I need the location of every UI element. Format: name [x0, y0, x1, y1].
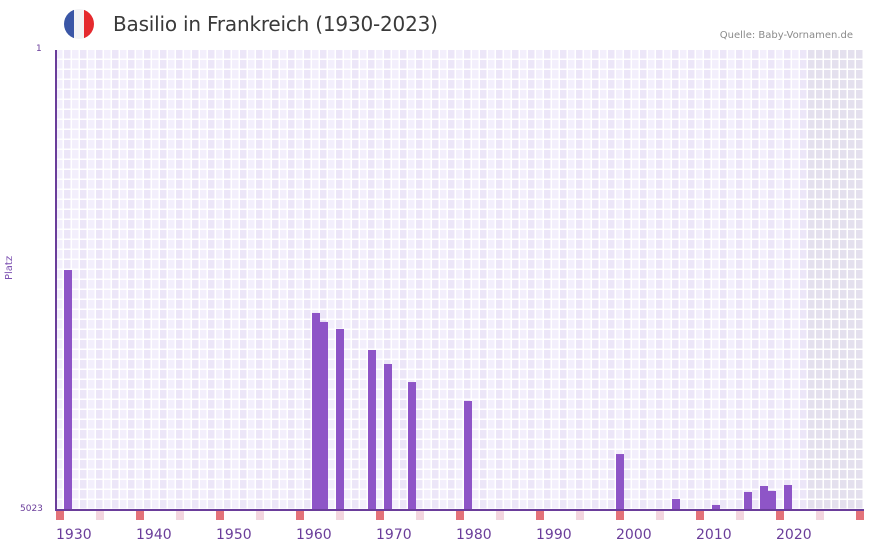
year-marker-2030 [856, 511, 864, 520]
bar-2016 [744, 491, 752, 510]
year-marker-1955 [256, 511, 264, 520]
plot-area [56, 50, 863, 510]
x-axis-labels: 1930 1940 1950 1960 1970 1980 1990 2000 2010 2020 [56, 527, 864, 547]
bar-1981 [464, 400, 472, 510]
x-tick-label: 1970 [376, 527, 412, 543]
year-marker-1975 [416, 511, 424, 520]
x-tick-label: 1930 [56, 527, 92, 543]
year-marker-1950 [216, 511, 224, 520]
year-marker-2005 [656, 511, 664, 520]
x-tick-label: 2000 [616, 527, 652, 543]
bar-2000 [616, 454, 624, 510]
year-marker-2000 [616, 511, 624, 520]
bar-2018 [760, 486, 768, 510]
x-tick-label: 1960 [296, 527, 332, 543]
bar-1963 [320, 321, 328, 510]
year-marker-1935 [96, 511, 104, 520]
year-marker-1980 [456, 511, 464, 520]
bar-2007 [672, 499, 680, 510]
year-marker-1960 [296, 511, 304, 520]
flag-blue [64, 9, 74, 39]
flag-red [84, 9, 94, 39]
x-tick-label: 1950 [216, 527, 252, 543]
x-tick-label: 1980 [456, 527, 492, 543]
source-credit: Quelle: Baby-Vornamen.de [719, 30, 853, 41]
year-marker-1995 [576, 511, 584, 520]
year-marker-1930 [56, 511, 64, 520]
decade-markers [56, 511, 864, 520]
y-tick-top: 1 [36, 44, 42, 54]
x-tick-label: 2010 [696, 527, 732, 543]
france-flag-icon [64, 9, 94, 39]
bar-1965 [336, 329, 344, 510]
bar-1974 [408, 382, 416, 510]
year-marker-1985 [496, 511, 504, 520]
bar-1969 [368, 349, 376, 510]
bar-1962 [312, 312, 320, 510]
year-marker-1965 [336, 511, 344, 520]
bar-2021 [784, 484, 792, 510]
year-marker-2025 [816, 511, 824, 520]
year-marker-2020 [776, 511, 784, 520]
bar-1971 [384, 363, 392, 510]
year-marker-2010 [696, 511, 704, 520]
x-axis-line [56, 509, 864, 511]
y-axis-line [55, 50, 57, 511]
chart-title: Basilio in Frankreich (1930-2023) [113, 12, 438, 36]
year-marker-1945 [176, 511, 184, 520]
x-tick-label: 1990 [536, 527, 572, 543]
year-marker-2015 [736, 511, 744, 520]
year-marker-1940 [136, 511, 144, 520]
flag-white [74, 9, 84, 39]
bar-2012 [712, 504, 720, 510]
bar-1931 [64, 270, 72, 510]
y-tick-bottom: 5023 [20, 504, 43, 514]
x-tick-label: 2020 [776, 527, 812, 543]
bar-2019 [768, 490, 776, 510]
year-marker-1970 [376, 511, 384, 520]
y-axis-label: Platz [4, 255, 15, 280]
year-marker-1990 [536, 511, 544, 520]
x-tick-label: 1940 [136, 527, 172, 543]
